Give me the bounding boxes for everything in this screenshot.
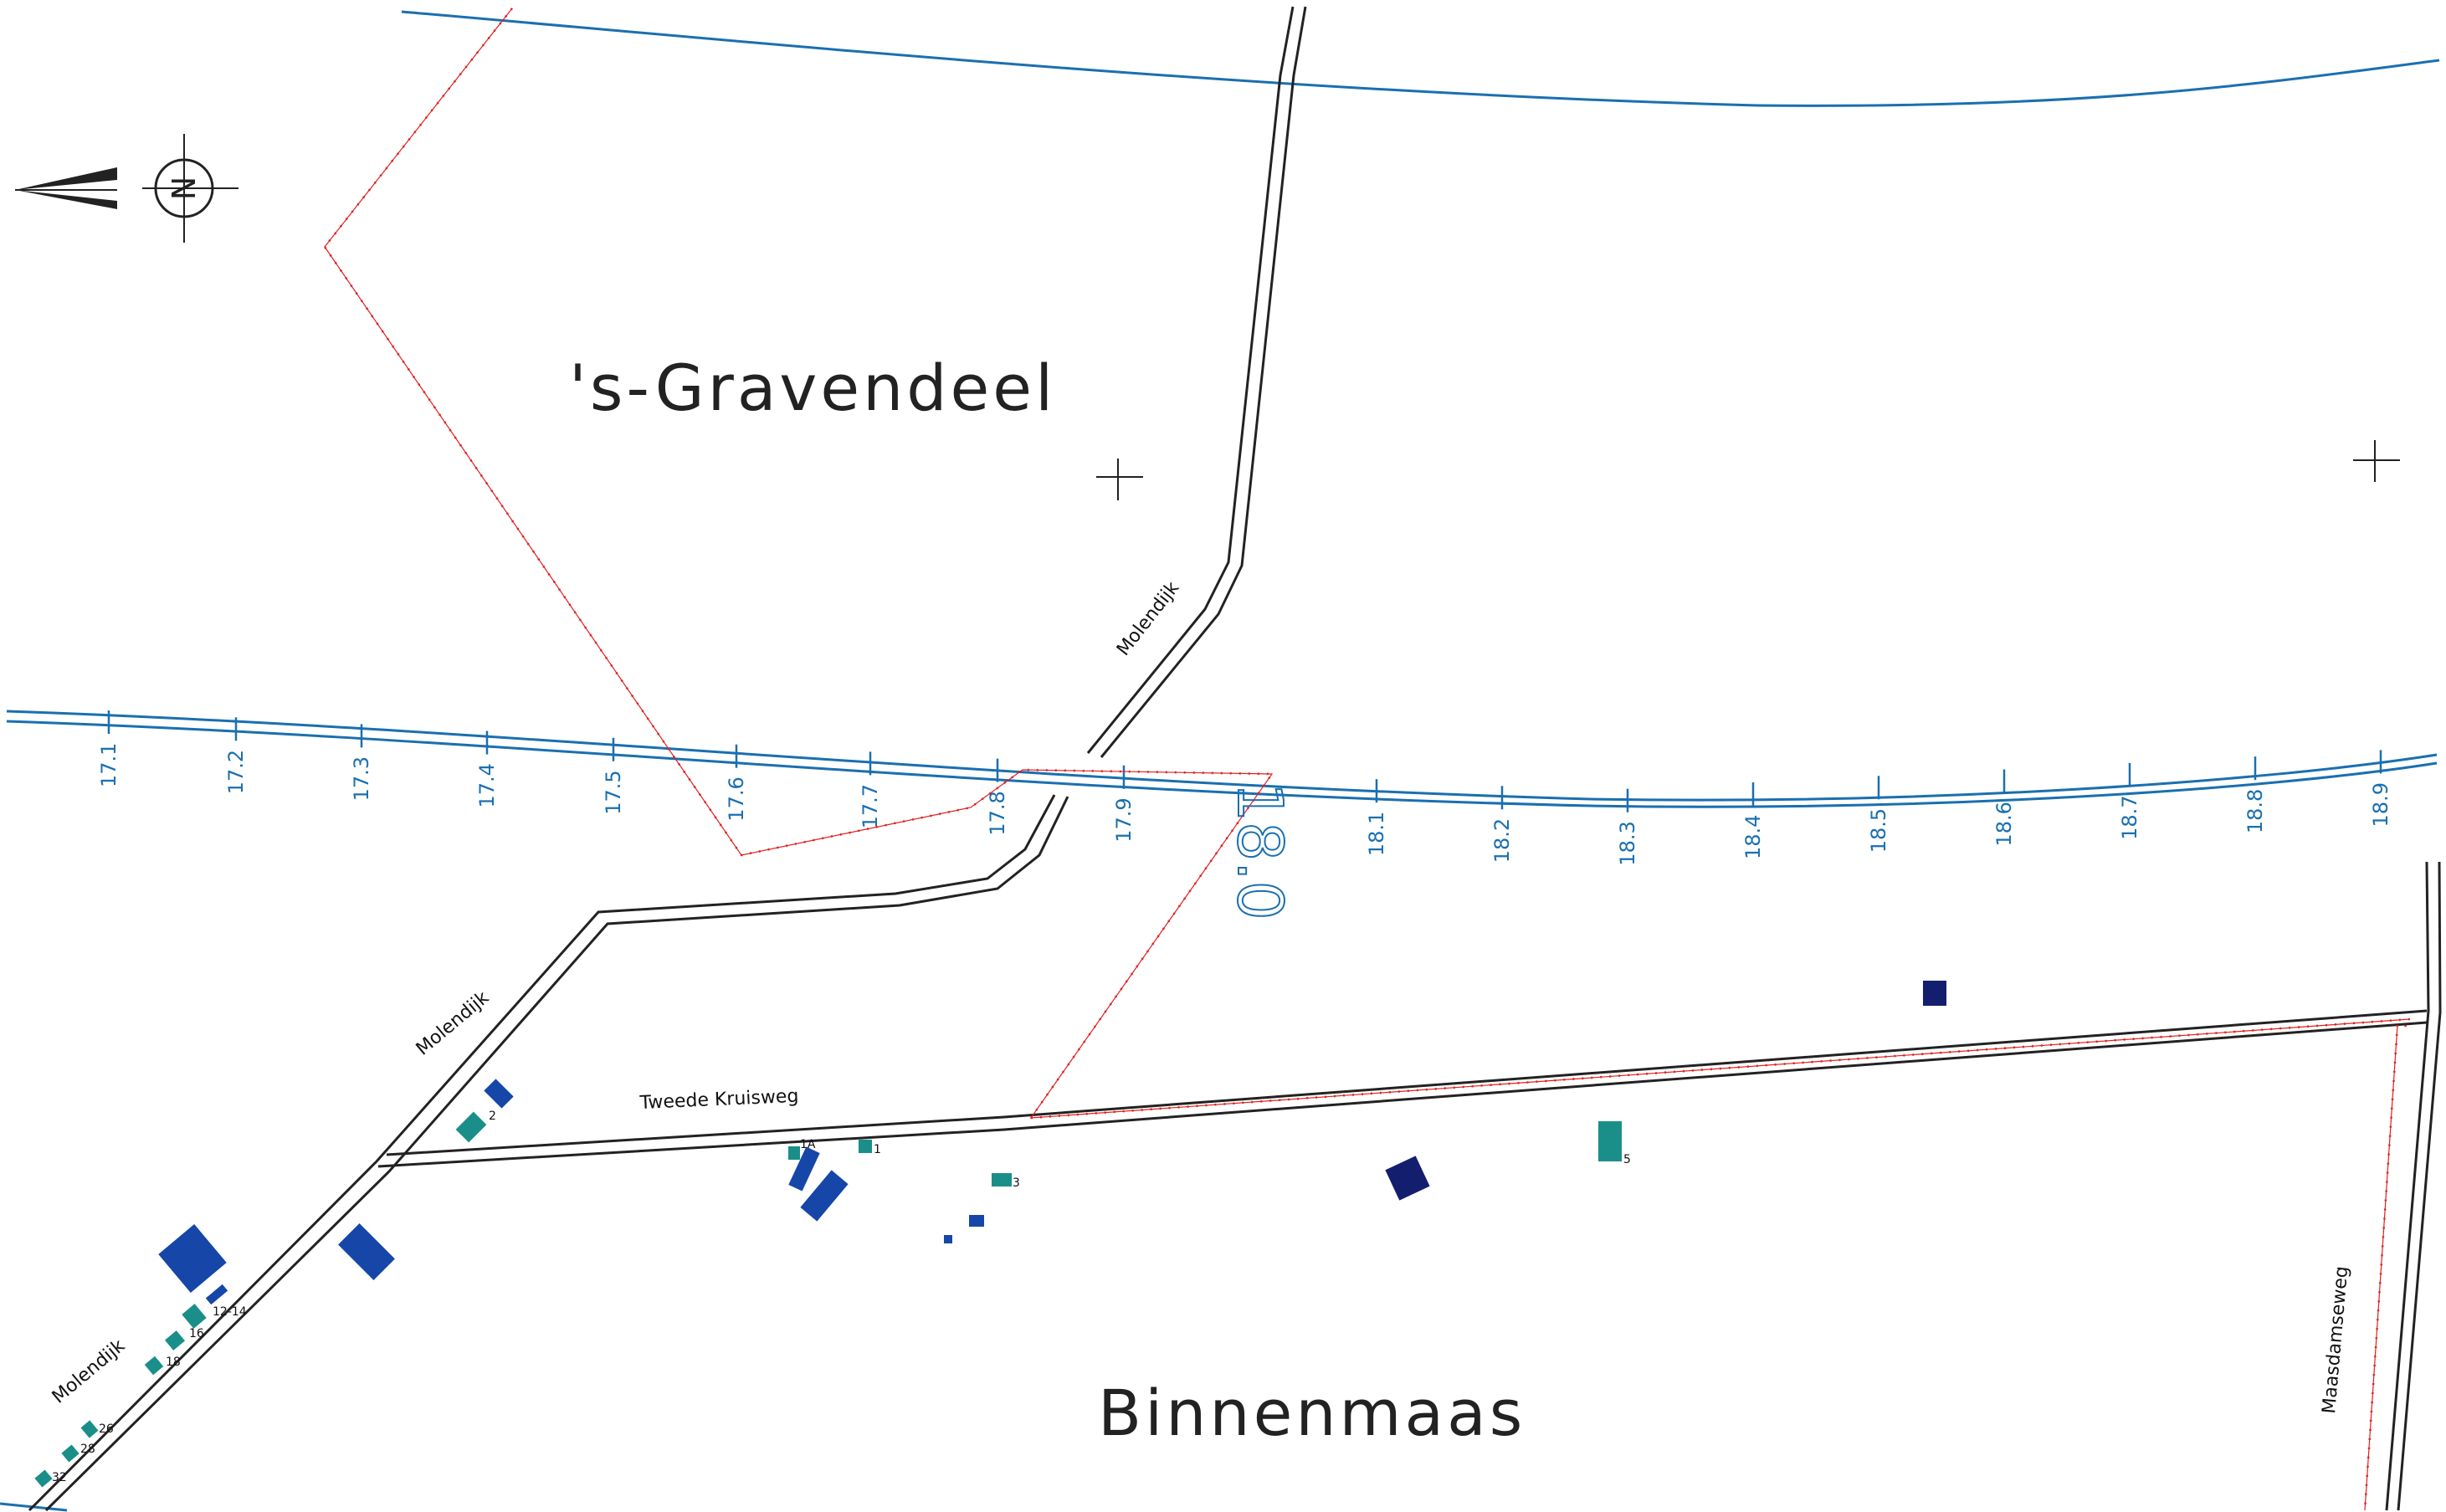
municipal-boundary-base: [324, 8, 2411, 1511]
km-tick-label: 17.7: [859, 784, 882, 828]
building: [944, 1235, 952, 1243]
building-label-12-14: 12-14: [213, 1305, 247, 1319]
road-molendijk-south: [28, 794, 1069, 1512]
building: [788, 1146, 800, 1160]
building: [1598, 1121, 1622, 1161]
km-tick-label: 18.9: [2369, 782, 2392, 827]
km-label-18-0: 18.0: [1223, 782, 1295, 920]
building: [1923, 981, 1946, 1006]
building-labels: 1 1A 2 3 5 12-14 16 18 26 28 32: [52, 1110, 1631, 1484]
building-label-5: 5: [1623, 1153, 1631, 1166]
building-label-16: 16: [189, 1327, 204, 1340]
building: [969, 1215, 984, 1227]
building: [158, 1224, 227, 1293]
km-tick-label: 17.8: [986, 791, 1009, 835]
road-label-maasdamseweg: Maasdamseweg: [2319, 1265, 2352, 1414]
road-label-molendijk-south: Molendijk: [49, 1335, 130, 1408]
building-label-32: 32: [52, 1471, 67, 1484]
north-letter: N: [164, 177, 201, 200]
building: [144, 1356, 164, 1376]
building-label-3: 3: [1013, 1176, 1020, 1190]
building: [34, 1469, 53, 1488]
road-label-molendijk-mid: Molendijk: [413, 987, 494, 1060]
km-tick-label: 18.6: [1992, 802, 2016, 846]
km-tick-label: 18.4: [1741, 815, 1765, 859]
km-ticks: 17.1 17.2 17.3 17.4 17.5 17.6 17.7 17.8 17.9 18.1…: [97, 710, 2392, 866]
road-tweede-kruisweg: [377, 1009, 2428, 1168]
km-tick-label: 17.4: [475, 763, 499, 807]
road-molendijk-north: [1086, 6, 1307, 758]
km-tick-label: 18.2: [1490, 818, 1514, 863]
road-label-tweede-kruisweg: Tweede Kruisweg: [638, 1086, 799, 1114]
building-label-26: 26: [99, 1422, 114, 1436]
km-tick-label: 18.5: [1867, 808, 1890, 853]
building: [61, 1444, 79, 1463]
survey-marker-2: [2353, 440, 2400, 482]
building-label-18: 18: [166, 1356, 181, 1369]
building-label-1a: 1A: [800, 1138, 816, 1151]
building: [80, 1420, 99, 1438]
building-label-28: 28: [80, 1443, 95, 1456]
building: [164, 1330, 186, 1351]
building: [800, 1170, 849, 1222]
road-maasdamseweg: [2385, 861, 2442, 1511]
km-tick-label: 18.3: [1616, 821, 1639, 865]
building: [1385, 1156, 1430, 1201]
building: [484, 1079, 514, 1109]
building-label-2: 2: [489, 1110, 496, 1123]
municipal-boundary: [323, 8, 2413, 1511]
buildings: [34, 981, 1946, 1488]
building: [859, 1140, 872, 1153]
building-label-1: 1: [874, 1143, 881, 1156]
km-tick-label: 17.3: [350, 756, 373, 801]
survey-marker-1: [1096, 459, 1143, 500]
km-tick-label: 17.5: [602, 770, 625, 814]
municipality-binnenmaas: Binnenmaas: [1098, 1376, 1526, 1450]
km-tick-label: 17.6: [725, 777, 748, 821]
km-tick-label: 18.7: [2118, 795, 2141, 839]
km-tick-label: 17.2: [224, 750, 248, 794]
km-tick-label: 18.1: [1365, 812, 1388, 856]
building: [992, 1173, 1012, 1187]
canal-central: [6, 710, 2438, 808]
km-tick-label: 18.8: [2243, 789, 2267, 833]
building: [205, 1284, 228, 1305]
km-tick-label: 17.1: [97, 743, 121, 787]
municipality-sgravendeel: 's-Gravendeel: [569, 351, 1056, 425]
building: [455, 1111, 487, 1143]
building: [182, 1304, 207, 1329]
building: [788, 1146, 820, 1192]
km-tick-label: 17.9: [1112, 797, 1136, 842]
canal-north-line: [401, 10, 2440, 107]
north-arrow-icon: N: [15, 134, 238, 243]
building: [338, 1223, 395, 1280]
